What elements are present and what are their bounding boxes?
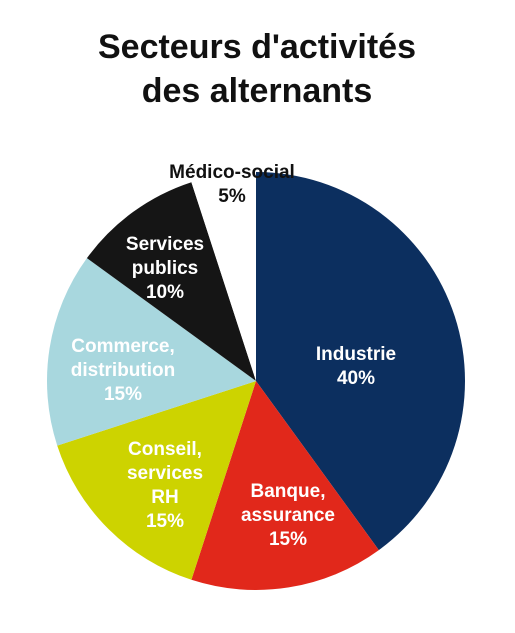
pie-slice [47,258,257,446]
pie-slice [191,172,256,381]
pie-slice [256,172,465,551]
slice-label: Banque, assurance [241,481,335,526]
slice-label: Industrie [316,344,396,365]
pie-slice [86,182,256,381]
value-label: 15% [269,529,307,550]
value-label: 10% [146,282,184,303]
value-label: 15% [146,511,184,532]
value-label: 15% [104,384,142,405]
chart-title: Secteurs d'activités des alternants [98,28,416,110]
pie-slice [191,381,379,590]
slice-label: Services publics [126,234,204,279]
slice-label: Commerce, distribution [71,336,175,381]
pie-slice [57,381,256,580]
slice-label: Médico-social [169,162,295,183]
value-label: 40% [337,368,375,389]
value-label: 5% [218,186,246,207]
slice-label: Conseil, services RH [127,439,203,508]
